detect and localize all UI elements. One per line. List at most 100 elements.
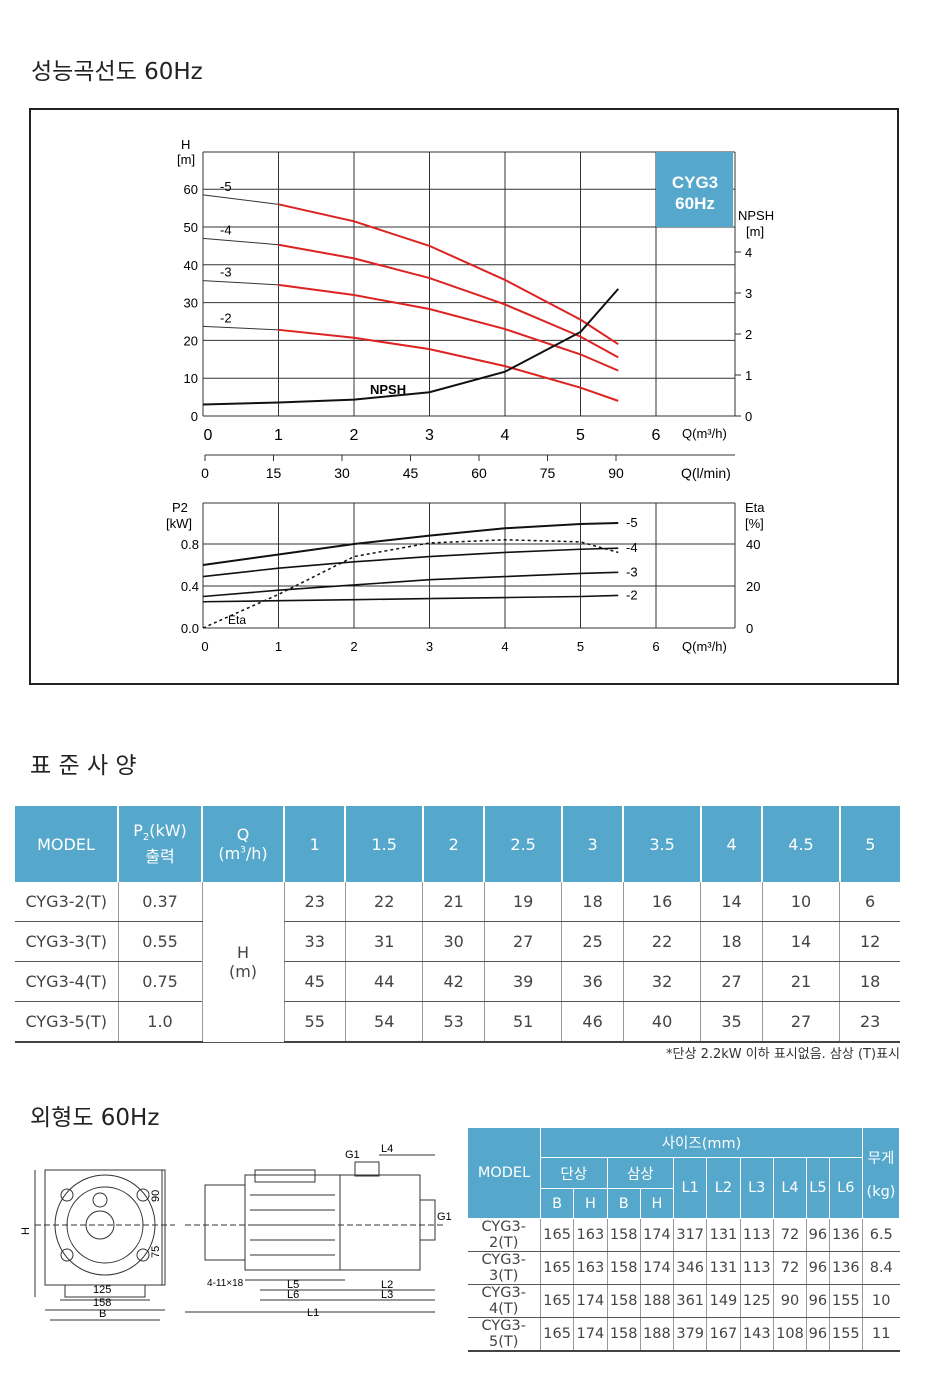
col-q-5: 3.5 — [622, 806, 701, 882]
pump-curve--5 — [278, 203, 619, 346]
x-label: Q(m³/h) — [682, 639, 727, 654]
col-size: 사이즈(mm) — [540, 1127, 863, 1158]
spec-section-title: 표 준 사 양 — [30, 753, 137, 779]
dim-cell: 165 — [539, 1218, 574, 1252]
col-L5: L5 — [806, 1157, 830, 1219]
performance-chart-panel: 0 10 20 30 40 50 60 CYG3 60Hz H [m] NPSH [m] 0 1 2 3 4 0 1 2… — [29, 108, 899, 685]
dim-cell: 188 — [639, 1284, 674, 1318]
head-cell: 36 — [561, 961, 624, 1002]
y-tick-label: 0.8 — [181, 537, 199, 552]
head-cell: 21 — [761, 961, 840, 1002]
pump-curve--3-start — [202, 280, 279, 286]
dim-cell: 163 — [573, 1218, 608, 1252]
head-cell: 6 — [839, 882, 900, 922]
head-cell: 14 — [700, 882, 763, 922]
dim-cell: 113 — [739, 1251, 774, 1285]
head-cell: 22 — [622, 921, 701, 962]
table-row: CYG3-2(T) 0.37 H (m) 23 22 21 19 18 16 14 10 6 — [15, 882, 900, 1043]
eta-label: Eta — [228, 613, 246, 627]
dim-cell: 149 — [706, 1284, 741, 1318]
col-L2: L2 — [706, 1157, 741, 1219]
x-tick-label: 4 — [501, 639, 508, 654]
x-tick-label: 6 — [652, 639, 659, 654]
dim-cell: 96 — [806, 1284, 830, 1318]
p2-cell: 0.55 — [117, 921, 202, 962]
y2-tick-label: 4 — [745, 245, 752, 260]
table-row: CYG3-3(T) 0.55 33 31 30 27 25 22 18 14 12 — [15, 921, 900, 962]
curve-label: -5 — [220, 179, 232, 194]
dim-cell: 174 — [573, 1317, 608, 1352]
dim-cell: 96 — [806, 1218, 830, 1252]
y-tick-label: 50 — [184, 220, 198, 235]
head-cell: 35 — [700, 1001, 763, 1043]
head-cell: 44 — [344, 961, 423, 1002]
p2-cell: 1.0 — [117, 1001, 202, 1043]
x2-tick-label: 75 — [540, 465, 556, 481]
pump-curve--3 — [278, 283, 619, 372]
dim-cell: 125 — [739, 1284, 774, 1318]
head-cell: 23 — [839, 1001, 900, 1043]
head-cell: 39 — [483, 961, 562, 1002]
head-cell: 31 — [344, 921, 423, 962]
head-cell: 55 — [283, 1001, 346, 1043]
y2-tick-label: 40 — [746, 537, 760, 552]
pump-curve--2-start — [202, 325, 279, 331]
table-row: CYG3-4(T) 165 174 158 188 361 149 125 90 96 155 10 — [467, 1284, 900, 1318]
npsh-label: NPSH — [370, 382, 406, 397]
col-q-6: 4 — [699, 806, 763, 882]
power-curve--3 — [202, 571, 619, 598]
dim-L2: L2 — [381, 1279, 393, 1291]
npsh-curve — [202, 288, 620, 406]
dim-cell: 174 — [573, 1284, 608, 1318]
dim-cell: 96 — [806, 1317, 830, 1352]
dim-B: B — [99, 1308, 106, 1320]
y-unit: [m] — [177, 152, 195, 167]
head-cell: 12 — [839, 921, 900, 962]
dim-cell: 10 — [862, 1284, 900, 1318]
y2-tick-label: 20 — [746, 579, 760, 594]
model-cell: CYG3-3(T) — [15, 921, 118, 962]
dim-cell: 167 — [706, 1317, 741, 1352]
dim-cell: 131 — [706, 1218, 741, 1252]
outline-section-title: 외형도 60Hz — [30, 1105, 160, 1131]
dim-cell: 188 — [639, 1317, 674, 1352]
pump-curve--5-start — [202, 194, 279, 205]
model-cell: CYG3-5(T) — [15, 1001, 118, 1043]
dim-L6: L6 — [287, 1289, 299, 1301]
dim-cell: 96 — [806, 1251, 830, 1285]
dim-cell: 165 — [539, 1284, 574, 1318]
y-tick-label: 0.0 — [181, 621, 199, 636]
dim-cell: 131 — [706, 1251, 741, 1285]
x2-tick-label: 30 — [334, 465, 350, 481]
y2-tick-label: 1 — [745, 368, 752, 383]
power-curve--5 — [202, 522, 619, 566]
x2-tick-label: 45 — [403, 465, 419, 481]
dim-cell: 72 — [772, 1218, 807, 1252]
table-row: CYG3-5(T) 165 174 158 188 379 167 143 108 96 155 11 — [467, 1317, 900, 1352]
head-cell: 18 — [561, 882, 624, 922]
x-tick-label: 3 — [426, 639, 433, 654]
x-tick-label: 5 — [577, 639, 584, 654]
y2-unit: [m] — [746, 224, 764, 239]
dim-90: 90 — [150, 1190, 162, 1202]
x-tick-label: 5 — [576, 427, 585, 444]
x2-tick-label: 60 — [471, 465, 487, 481]
col-q-4: 3 — [560, 806, 624, 882]
col-L1: L1 — [673, 1157, 708, 1219]
dim-L3: L3 — [381, 1289, 393, 1301]
power-curve--4 — [202, 547, 619, 578]
y-tick-label: 10 — [184, 371, 198, 386]
y-label: H — [181, 137, 190, 152]
col-H3: H — [639, 1188, 675, 1219]
y-tick-label: 20 — [184, 333, 198, 348]
col-three-phase: 삼상 — [606, 1157, 675, 1189]
head-cell: 33 — [283, 921, 346, 962]
dim-L5: L5 — [287, 1279, 299, 1291]
x-tick-label: 3 — [425, 427, 434, 444]
dim-125: 125 — [93, 1284, 111, 1296]
x-tick-label: 0 — [204, 427, 213, 444]
y2-tick-label: 3 — [745, 286, 752, 301]
head-cell: 40 — [622, 1001, 701, 1043]
col-model: MODEL — [467, 1127, 541, 1219]
